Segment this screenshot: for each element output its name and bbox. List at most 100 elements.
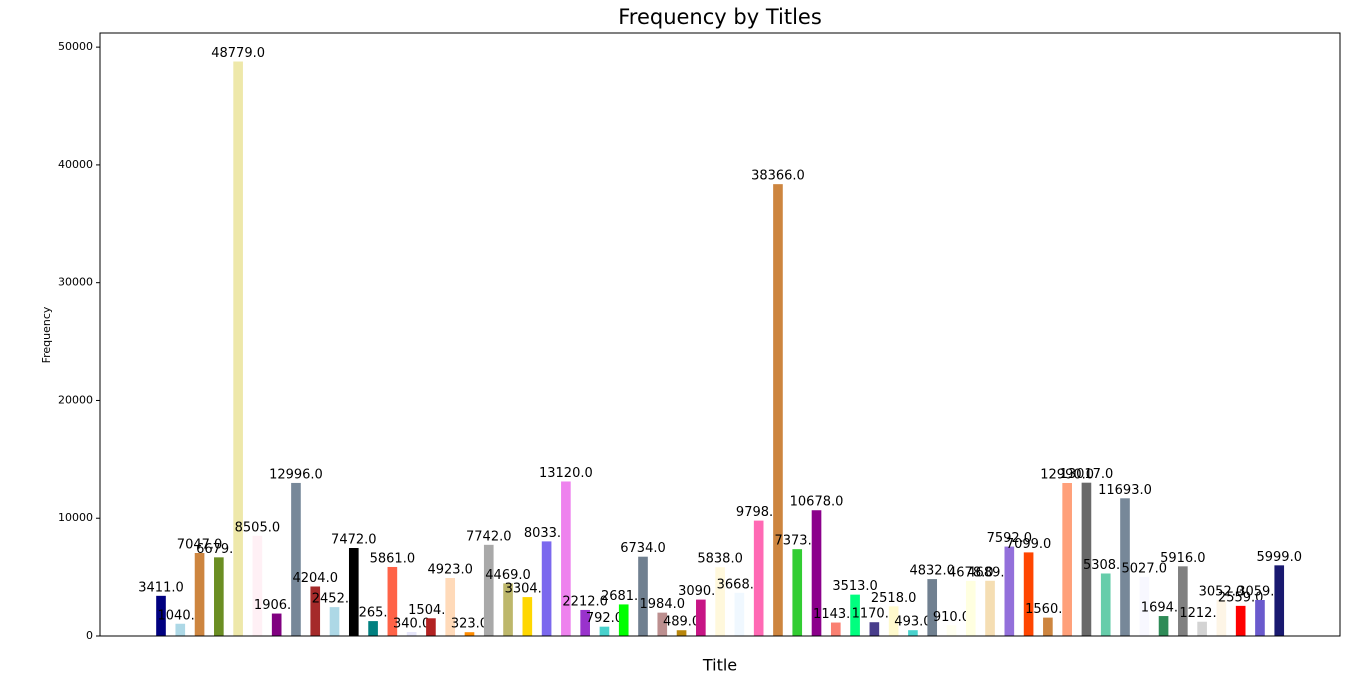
bar: [233, 61, 243, 637]
value-label: 340.0: [393, 616, 430, 631]
value-label: 3668.0: [717, 577, 763, 592]
bar: [1158, 616, 1169, 636]
value-label: 3090.0: [678, 584, 724, 599]
value-label: 1694.0: [1141, 601, 1187, 616]
value-label: 1265.0: [350, 606, 396, 621]
value-label: 5838.0: [697, 552, 743, 567]
value-label: 1143.0: [813, 607, 859, 622]
bar: [1062, 483, 1072, 636]
bar: [156, 595, 166, 636]
value-label: 4923.0: [427, 563, 473, 578]
bar: [175, 623, 186, 636]
bar: [908, 630, 918, 636]
value-label: 5027.0: [1122, 561, 1168, 576]
bar: [387, 566, 398, 636]
value-label: 1212.0: [1179, 606, 1225, 621]
bar: [1100, 573, 1111, 636]
y-tick-label: 40000: [58, 158, 93, 171]
y-tick-label: 10000: [58, 511, 93, 524]
value-label: 10678.0: [790, 495, 844, 510]
value-label: 7373.0: [774, 534, 820, 549]
value-label: 1560.0: [1025, 602, 1071, 617]
value-label: 489.0: [663, 615, 700, 630]
bar: [1178, 566, 1188, 636]
bar: [927, 579, 938, 636]
value-label: 3052.0: [1199, 585, 1245, 600]
value-label: 5999.0: [1256, 550, 1302, 565]
value-label: 8505.0: [235, 520, 281, 535]
bar: [1081, 482, 1092, 636]
value-label: 1040.0: [158, 608, 204, 623]
y-tick-label: 50000: [58, 40, 93, 53]
value-label: 5861.0: [370, 551, 416, 566]
bar: [696, 599, 706, 636]
bar: [599, 626, 610, 636]
bar: [1235, 605, 1246, 636]
bar: [888, 606, 899, 636]
bar: [252, 535, 263, 636]
value-label: 4832.0: [909, 564, 955, 579]
value-label: 38366.0: [751, 169, 805, 184]
value-label: 12996.0: [269, 467, 323, 482]
bar: [869, 622, 880, 636]
value-label: 13017.0: [1060, 467, 1114, 482]
value-label: 12990.0: [1040, 468, 1094, 483]
value-label: 2559.0: [1218, 590, 1264, 605]
bar: [1255, 599, 1265, 636]
bar: [638, 556, 648, 636]
value-label: 9798.0: [736, 505, 782, 520]
bar: [445, 578, 456, 636]
value-label: 3513.0: [832, 579, 878, 594]
value-label: 7472.0: [331, 532, 377, 547]
bar: [1004, 546, 1015, 636]
bar: [618, 604, 629, 636]
bar: [348, 547, 359, 636]
bar: [1216, 600, 1227, 636]
value-label: 48779.0: [211, 46, 265, 61]
value-label: 493.0: [894, 615, 931, 630]
value-label: 1984.0: [640, 597, 686, 612]
value-label: 2518.0: [871, 591, 917, 606]
bar: [773, 184, 783, 636]
bar: [368, 621, 378, 636]
bar: [503, 583, 513, 636]
value-label: 7592.0: [987, 531, 1033, 546]
value-label: 2212.0: [562, 594, 608, 609]
bar: [194, 553, 205, 636]
bar: [965, 580, 976, 636]
bar: [753, 520, 764, 636]
value-label: 13120.0: [539, 466, 593, 481]
bar: [329, 607, 340, 636]
bar: [734, 592, 745, 636]
bar: [1023, 552, 1034, 636]
value-label: 5916.0: [1160, 551, 1206, 566]
value-label: 6734.0: [620, 541, 666, 556]
value-label: 3059.0: [1237, 584, 1283, 599]
bar: [310, 586, 321, 636]
bar: [1139, 576, 1150, 636]
bar: [985, 580, 995, 636]
y-axis-label: Frequency: [40, 306, 53, 363]
bar: [946, 625, 957, 636]
bar: [1120, 498, 1130, 636]
bar: [715, 567, 725, 636]
plot-frame: [99, 32, 1341, 637]
bar: [541, 541, 552, 636]
bar: [214, 557, 224, 636]
bar: [464, 632, 475, 636]
value-label: 4689.0: [967, 565, 1013, 580]
value-label: 323.0: [451, 617, 488, 632]
value-label: 1504.0: [408, 603, 454, 618]
y-tick-label: 0: [86, 629, 93, 642]
bar: [850, 594, 860, 636]
bar: [483, 544, 494, 636]
bar: [792, 549, 803, 636]
value-label: 6679.0: [196, 542, 242, 557]
bar: [426, 618, 436, 636]
value-label: 4204.0: [292, 571, 338, 586]
y-tick-label: 30000: [58, 276, 93, 289]
bar: [676, 630, 687, 636]
bar: [406, 631, 417, 636]
bar: [830, 622, 841, 636]
